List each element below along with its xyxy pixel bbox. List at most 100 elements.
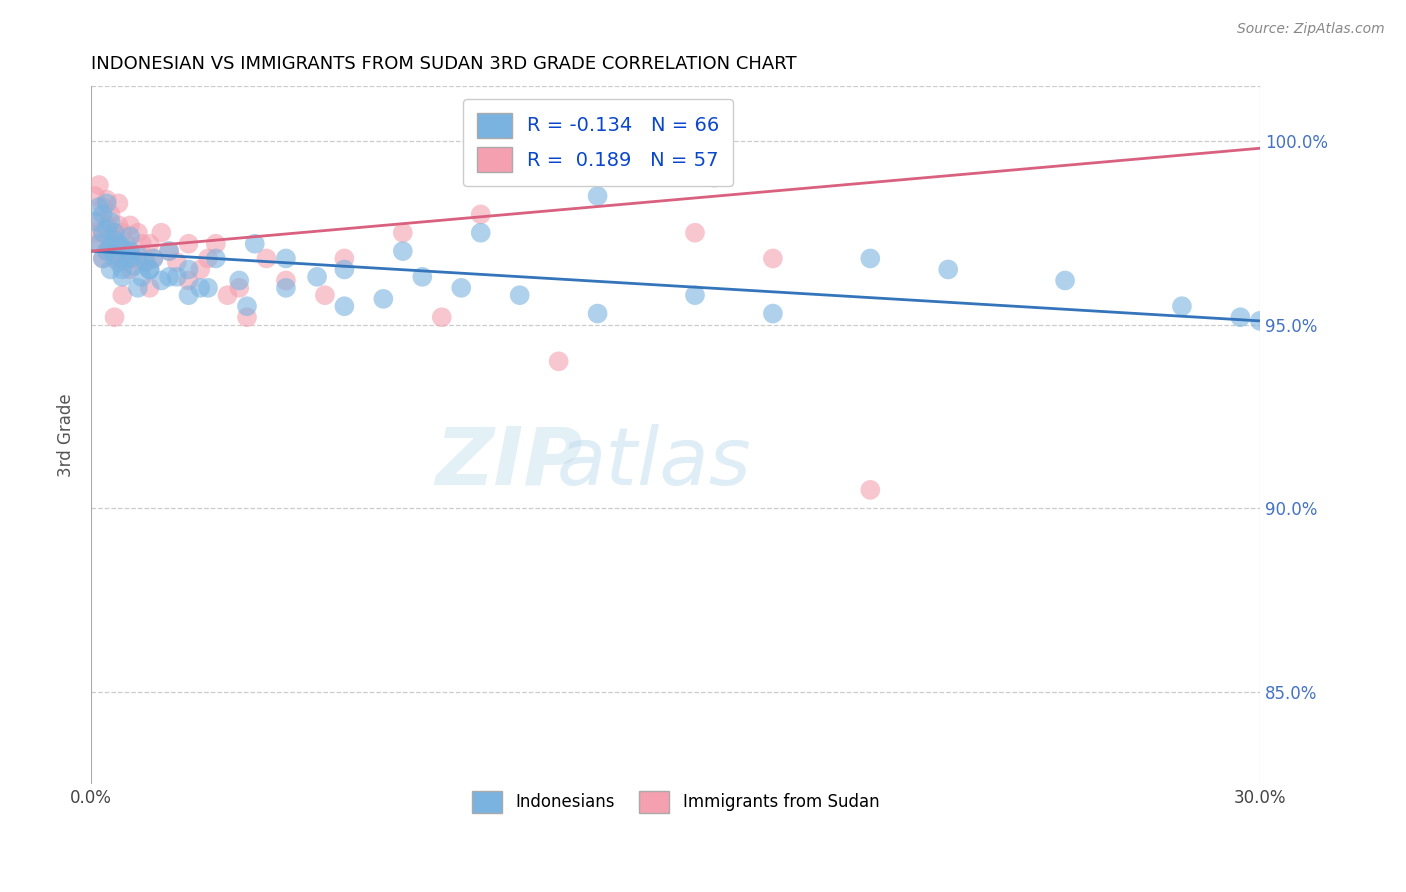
Point [586, 307, 609, 321]
Point [177, 288, 200, 302]
Point [1171, 299, 1194, 313]
Point [87, 236, 110, 251]
Point [936, 262, 959, 277]
Point [683, 226, 706, 240]
Point [91, 252, 114, 266]
Point [450, 281, 472, 295]
Point [859, 483, 882, 497]
Point [120, 244, 142, 259]
Point [120, 262, 142, 277]
Point [197, 281, 219, 295]
Point [103, 226, 125, 240]
Point [138, 236, 160, 251]
Point [307, 269, 329, 284]
Point [177, 236, 200, 251]
Point [100, 215, 122, 229]
Point [762, 307, 785, 321]
Point [228, 281, 250, 295]
Point [103, 226, 125, 240]
Point [703, 170, 725, 185]
Point [96, 222, 118, 236]
Point [470, 207, 492, 221]
Point [177, 262, 200, 277]
Text: atlas: atlas [557, 424, 751, 501]
Point [87, 178, 110, 192]
Legend: Indonesians, Immigrants from Sudan: Indonesians, Immigrants from Sudan [460, 780, 891, 824]
Point [586, 170, 609, 185]
Point [91, 207, 114, 221]
Point [111, 240, 134, 254]
Point [84, 215, 107, 229]
Point [274, 273, 297, 287]
Point [91, 226, 114, 240]
Point [150, 226, 173, 240]
Point [138, 262, 160, 277]
Point [683, 288, 706, 302]
Point [157, 269, 180, 284]
Point [96, 193, 118, 207]
Point [122, 259, 145, 273]
Point [236, 299, 259, 313]
Point [87, 200, 110, 214]
Point [236, 310, 259, 325]
Point [127, 281, 149, 295]
Text: INDONESIAN VS IMMIGRANTS FROM SUDAN 3RD GRADE CORRELATION CHART: INDONESIAN VS IMMIGRANTS FROM SUDAN 3RD … [91, 55, 797, 73]
Point [430, 310, 453, 325]
Point [107, 219, 129, 233]
Point [127, 248, 149, 262]
Point [157, 244, 180, 259]
Point [131, 269, 153, 284]
Point [142, 252, 165, 266]
Point [91, 200, 114, 214]
Point [703, 134, 725, 148]
Y-axis label: 3rd Grade: 3rd Grade [58, 393, 75, 476]
Point [91, 252, 114, 266]
Point [87, 236, 110, 251]
Point [274, 281, 297, 295]
Point [100, 236, 122, 251]
Point [1054, 273, 1077, 287]
Point [217, 288, 239, 302]
Point [228, 273, 250, 287]
Point [96, 244, 118, 259]
Text: ZIP: ZIP [434, 424, 582, 501]
Point [115, 252, 138, 266]
Point [188, 281, 211, 295]
Point [204, 236, 226, 251]
Point [150, 273, 173, 287]
Point [135, 255, 157, 269]
Point [103, 248, 125, 262]
Point [333, 262, 356, 277]
Point [111, 226, 134, 240]
Point [243, 236, 266, 251]
Point [1229, 310, 1251, 325]
Point [84, 189, 107, 203]
Point [100, 207, 122, 221]
Point [107, 196, 129, 211]
Point [115, 236, 138, 251]
Point [122, 252, 145, 266]
Point [470, 226, 492, 240]
Point [120, 219, 142, 233]
Point [509, 288, 531, 302]
Point [120, 229, 142, 244]
Point [131, 236, 153, 251]
Point [411, 269, 433, 284]
Point [127, 226, 149, 240]
Point [373, 292, 395, 306]
Point [274, 252, 297, 266]
Point [256, 252, 278, 266]
Point [107, 255, 129, 269]
Point [333, 252, 356, 266]
Point [138, 262, 160, 277]
Point [547, 354, 569, 368]
Point [100, 240, 122, 254]
Point [859, 252, 882, 266]
Point [111, 252, 134, 266]
Point [111, 269, 134, 284]
Point [111, 288, 134, 302]
Point [84, 226, 107, 240]
Point [96, 219, 118, 233]
Point [177, 273, 200, 287]
Point [107, 236, 129, 251]
